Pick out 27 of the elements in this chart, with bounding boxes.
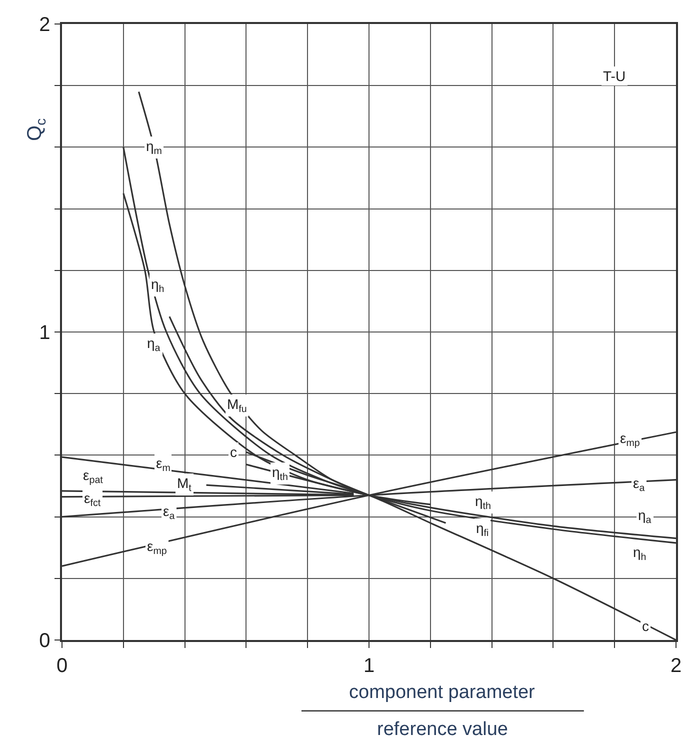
y-tick-label: 1 [39,322,50,344]
annotation: η$_{th}$ [475,493,491,512]
annotation: ε$_{a}$ [633,475,646,494]
annotation: c [642,618,649,634]
y-tick-label: 2 [39,14,50,36]
annotation: c [230,444,237,460]
annotation: η$_{a}$ [638,507,652,526]
annotation: η$_{h}$ [151,276,164,295]
annotation: M$_{t}$ [177,475,192,494]
x-tick-label: 0 [56,654,68,677]
annotation: ε$_{m}$ [156,455,170,474]
x-axis-title: component parameter reference value [349,682,536,740]
annotation: M$_{fu}$ [227,396,247,415]
annotation: η$_{a}$ [147,335,161,354]
y-tick-label: 0 [39,630,50,652]
annotation: ε$_{pat}$ [83,467,104,486]
annotation: η$_{th}$ [272,464,288,483]
x-tick-label: 2 [670,654,682,677]
annotation: ε$_{mp}$ [620,430,640,449]
annotation: ε$_{a}$ [163,503,176,522]
annotation: ε$_{fct}$ [84,490,101,509]
annotation: ε$_{mp}$ [147,538,168,557]
annotation: η$_{fi}$ [476,520,489,539]
annotation: T-U [603,68,626,84]
x-tick-label: 1 [363,654,375,677]
annotation: η$_{m}$ [146,138,162,157]
annotation: η$_{h}$ [633,544,646,563]
